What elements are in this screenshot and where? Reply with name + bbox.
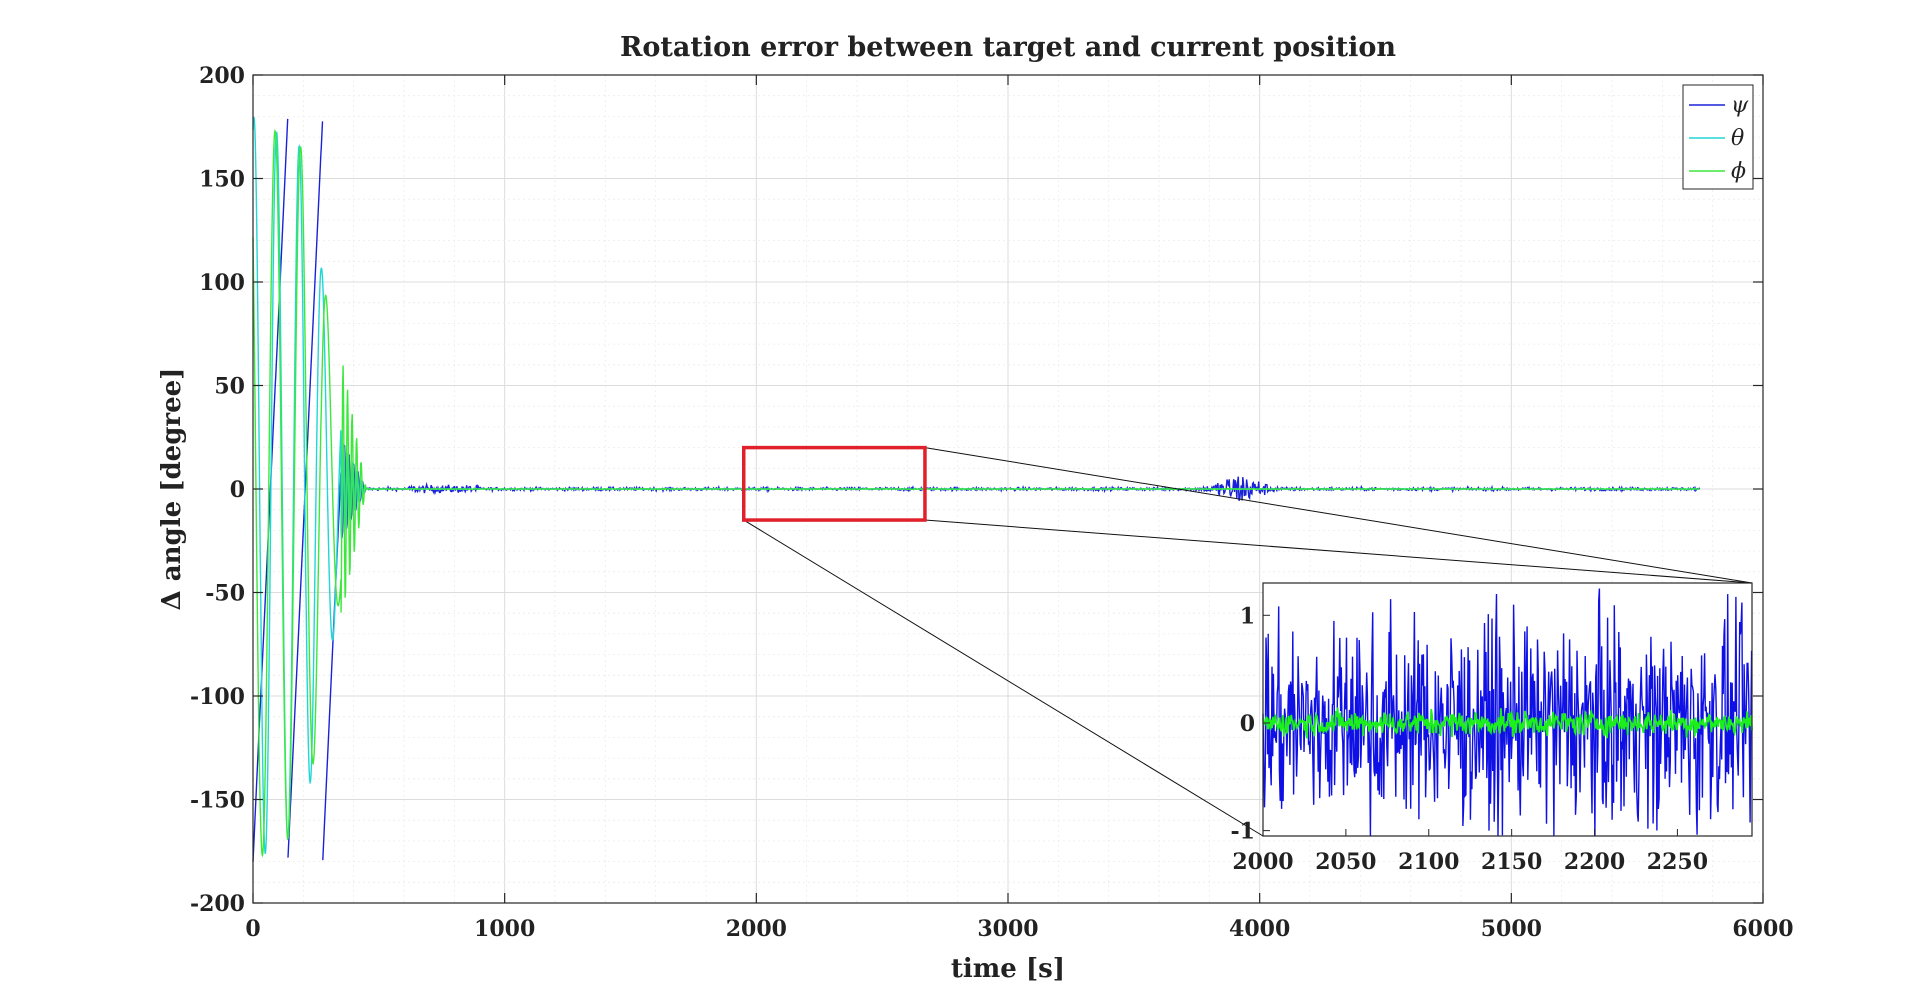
legend-entry: ψ <box>1731 93 1749 118</box>
main-ticks: 0 1000 2000 3000 4000 5000 6000 200 150 100 50 0 -50… <box>190 63 1794 942</box>
x-tick-label: 6000 <box>1732 916 1793 942</box>
legend: ψθϕ <box>1682 84 1754 190</box>
inset-x-tick-label: 2200 <box>1564 849 1625 875</box>
inset-y-tick-label: 0 <box>1240 711 1255 737</box>
y-tick-label: 0 <box>230 477 245 503</box>
y-tick-label: -100 <box>190 684 245 710</box>
x-tick-label: 4000 <box>1229 916 1290 942</box>
y-tick-label: -150 <box>190 788 245 814</box>
zoom-connector-bottom <box>743 519 1264 837</box>
inset-series-line-phi <box>1262 707 1753 739</box>
zoom-connector-top <box>924 447 1753 584</box>
zoom-connector-upper <box>924 519 1753 584</box>
inset-chart: 2000 2050 2100 2150 2200 2250 1 0 -1 <box>1231 582 1753 875</box>
inset-x-tick-label: 2050 <box>1315 849 1376 875</box>
y-tick-label: 150 <box>199 167 245 193</box>
series-line-phi <box>252 128 1700 858</box>
inset-y-tick-label: -1 <box>1231 819 1255 845</box>
x-axis-label: time [s] <box>951 954 1065 984</box>
chart-title: Rotation error between target and curren… <box>620 32 1396 63</box>
zoom-indicator <box>742 445 1753 837</box>
y-tick-label: 100 <box>199 270 245 296</box>
inset-frame <box>1262 582 1753 837</box>
inset-y-tick-label: 1 <box>1240 603 1255 629</box>
inset-series-line-psi <box>1262 588 1753 837</box>
legend-entry: θ <box>1731 126 1744 151</box>
x-tick-label: 2000 <box>726 916 787 942</box>
y-axis-label: Δ angle [degree] <box>157 368 187 611</box>
y-tick-label: 200 <box>199 63 245 89</box>
y-tick-label: -200 <box>190 891 245 917</box>
x-tick-label: 3000 <box>977 916 1038 942</box>
x-tick-label: 1000 <box>474 916 535 942</box>
x-tick-label: 5000 <box>1481 916 1542 942</box>
inset-x-tick-label: 2000 <box>1232 849 1293 875</box>
main-series-group <box>252 116 1701 862</box>
x-tick-label: 0 <box>245 916 260 942</box>
y-tick-label: -50 <box>205 581 245 607</box>
inset-x-tick-label: 2250 <box>1647 849 1708 875</box>
y-tick-label: 50 <box>214 374 245 400</box>
inset-x-tick-label: 2150 <box>1481 849 1542 875</box>
legend-entry: ϕ <box>1731 159 1746 184</box>
zoom-box <box>742 445 927 522</box>
inset-x-tick-label: 2100 <box>1398 849 1459 875</box>
